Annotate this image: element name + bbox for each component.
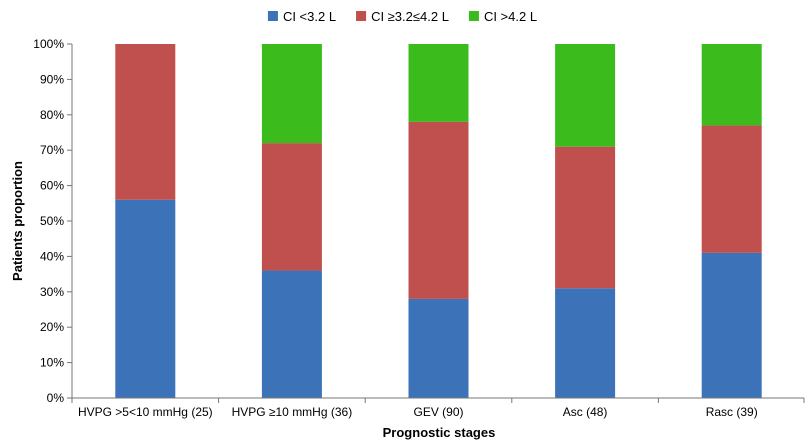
bar-segment (261, 143, 322, 271)
y-tick-label: 90% (40, 72, 64, 86)
y-tick-label: 100% (33, 37, 64, 51)
y-tick-label: 30% (40, 285, 64, 299)
y-tick-label: 10% (40, 356, 64, 370)
legend-item: CI ≥3.2≤4.2 L (356, 9, 449, 24)
y-tick-label: 0% (47, 391, 65, 405)
legend-label: CI <3.2 L (283, 9, 336, 24)
bars (115, 44, 762, 398)
bar-segment (261, 44, 322, 144)
y-axis-label: Patients proportion (10, 161, 25, 281)
y-tick-label: 80% (40, 108, 64, 122)
bar-segment (701, 44, 762, 126)
legend-label: CI >4.2 L (484, 9, 537, 24)
bar-segment (701, 125, 762, 253)
bar-segment (115, 199, 176, 398)
x-tick-label: HVPG ≥10 mmHg (36) (232, 405, 353, 419)
legend-item: CI <3.2 L (267, 9, 336, 24)
legend-label: CI ≥3.2≤4.2 L (371, 9, 449, 24)
y-tick-label: 60% (40, 179, 64, 193)
legend-item: CI >4.2 L (468, 9, 537, 24)
bar-segment (555, 44, 616, 147)
bar-segment (408, 298, 469, 398)
bar-segment (115, 44, 176, 200)
y-axis-ticks: 0% 10% 20% 30% 40% 50% 60% 70% 80% 90% 100% (33, 37, 72, 405)
axes (71, 44, 804, 399)
legend-swatch (267, 11, 278, 21)
legend-swatch (468, 11, 479, 21)
legend: CI <3.2 L CI ≥3.2≤4.2 L CI >4.2 L (267, 9, 537, 24)
x-axis-ticks: HVPG >5<10 mmHg (25) HVPG ≥10 mmHg (36) GE… (71, 398, 805, 419)
bar-segment (261, 270, 322, 398)
legend-swatch (356, 11, 367, 21)
bar-segment (701, 252, 762, 398)
y-tick-label: 50% (40, 214, 64, 228)
x-axis-label: Prognostic stages (383, 425, 496, 440)
x-tick-label: HVPG >5<10 mmHg (25) (78, 405, 213, 419)
x-tick-label: GEV (90) (413, 405, 463, 419)
y-tick-label: 20% (40, 320, 64, 334)
y-tick-label: 40% (40, 249, 64, 263)
bar-segment (408, 44, 469, 122)
y-tick-label: 70% (40, 143, 64, 157)
x-tick-label: Asc (48) (563, 405, 608, 419)
bar-segment (555, 288, 616, 398)
bar-segment (555, 146, 616, 289)
x-tick-label: Rasc (39) (706, 405, 758, 419)
bar-segment (408, 121, 469, 299)
